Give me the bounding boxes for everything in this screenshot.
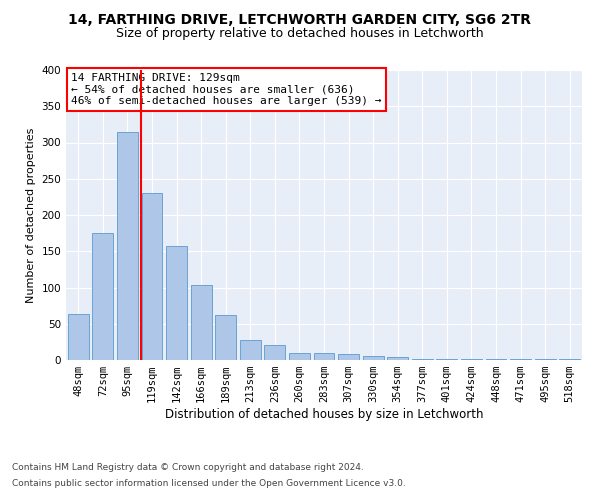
Text: 14, FARTHING DRIVE, LETCHWORTH GARDEN CITY, SG6 2TR: 14, FARTHING DRIVE, LETCHWORTH GARDEN CI… bbox=[68, 12, 532, 26]
Bar bbox=[117, 132, 138, 360]
Bar bbox=[240, 340, 261, 360]
Bar bbox=[142, 193, 163, 360]
Bar bbox=[362, 356, 383, 360]
Text: Size of property relative to detached houses in Letchworth: Size of property relative to detached ho… bbox=[116, 28, 484, 40]
Bar bbox=[265, 345, 286, 360]
Bar bbox=[215, 315, 236, 360]
Bar bbox=[92, 233, 113, 360]
Bar bbox=[387, 357, 408, 360]
Y-axis label: Number of detached properties: Number of detached properties bbox=[26, 128, 36, 302]
Bar bbox=[412, 358, 433, 360]
Text: Contains public sector information licensed under the Open Government Licence v3: Contains public sector information licen… bbox=[12, 478, 406, 488]
Text: Contains HM Land Registry data © Crown copyright and database right 2024.: Contains HM Land Registry data © Crown c… bbox=[12, 464, 364, 472]
Bar bbox=[68, 314, 89, 360]
Bar bbox=[314, 353, 334, 360]
Bar bbox=[191, 286, 212, 360]
X-axis label: Distribution of detached houses by size in Letchworth: Distribution of detached houses by size … bbox=[165, 408, 483, 421]
Bar bbox=[166, 246, 187, 360]
Bar bbox=[289, 353, 310, 360]
Text: 14 FARTHING DRIVE: 129sqm
← 54% of detached houses are smaller (636)
46% of semi: 14 FARTHING DRIVE: 129sqm ← 54% of detac… bbox=[71, 73, 382, 106]
Bar bbox=[338, 354, 359, 360]
